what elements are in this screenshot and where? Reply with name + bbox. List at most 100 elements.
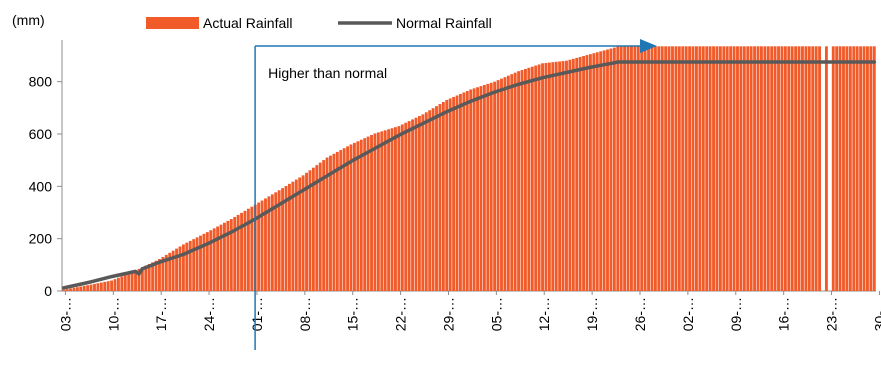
- actual-rainfall-bar: [527, 67, 531, 291]
- actual-rainfall-bar: [465, 90, 469, 291]
- actual-rainfall-bar: [869, 46, 873, 292]
- actual-rainfall-bar: [291, 181, 295, 291]
- actual-rainfall-bar: [845, 46, 849, 292]
- actual-rainfall-bar: [154, 260, 158, 291]
- actual-rainfall-bar: [582, 56, 586, 291]
- actual-rainfall-bar: [831, 46, 835, 292]
- actual-rainfall-bar: [558, 61, 562, 292]
- actual-rainfall-bar: [756, 46, 760, 292]
- x-tick-label: 16-…: [776, 297, 792, 331]
- legend: Actual Rainfall Normal Rainfall: [146, 15, 492, 31]
- actual-rainfall-bar: [267, 196, 271, 291]
- actual-rainfall-bar: [459, 93, 462, 291]
- actual-rainfall-bar: [575, 57, 579, 292]
- actual-rainfall-bar: [99, 282, 103, 291]
- x-tick-label: 10-…: [105, 297, 121, 331]
- actual-rainfall-bar: [452, 96, 456, 291]
- actual-rainfall-bar: [404, 122, 408, 291]
- actual-rainfall-bar: [431, 108, 435, 292]
- actual-rainfall-bar: [72, 287, 76, 291]
- actual-rainfall-bar: [633, 46, 637, 292]
- legend-swatch-actual-rainfall: [146, 17, 199, 29]
- actual-rainfall-bar: [780, 46, 784, 292]
- actual-rainfall-bar: [144, 265, 148, 291]
- actual-rainfall-bar: [305, 172, 308, 291]
- actual-rainfall-bar: [842, 46, 845, 292]
- actual-rainfall-bar: [783, 46, 787, 292]
- actual-rainfall-bar: [640, 46, 644, 292]
- actual-rainfall-bar: [568, 59, 572, 291]
- actual-rainfall-bar: [565, 60, 568, 292]
- x-tick-label: 02-…: [680, 297, 696, 331]
- actual-rainfall-bar: [469, 89, 473, 292]
- actual-rainfall-bar: [794, 46, 798, 292]
- actual-rainfall-bar: [134, 270, 137, 291]
- actual-rainfall-bar: [520, 70, 524, 291]
- actual-rainfall-bar: [486, 83, 490, 291]
- actual-rainfall-bar: [240, 212, 243, 291]
- actual-rainfall-bar: [219, 224, 223, 291]
- annotation-text: Higher than normal: [268, 65, 387, 81]
- actual-rainfall-bar: [75, 287, 79, 291]
- actual-rainfall-bar: [541, 63, 544, 291]
- actual-rainfall-bar: [753, 46, 757, 292]
- actual-rainfall-bar: [759, 46, 763, 292]
- actual-rainfall-bar: [89, 284, 93, 291]
- actual-rainfall-bar: [257, 202, 261, 291]
- actual-rainfall-bar: [370, 135, 373, 291]
- actual-rainfall-bar: [664, 46, 668, 292]
- actual-rainfall-bar: [657, 46, 661, 292]
- actual-rainfall-bar: [530, 66, 534, 292]
- normal-rainfall-line-group: [61, 60, 877, 290]
- actual-rainfall-bar: [824, 46, 828, 292]
- actual-rainfall-bar: [373, 133, 377, 291]
- actual-rainfall-bar: [352, 142, 356, 291]
- actual-rainfall-bar: [705, 46, 709, 292]
- actual-rainfall-bar: [797, 46, 801, 292]
- actual-rainfall-bar: [366, 136, 370, 291]
- actual-rainfall-bar: [636, 46, 640, 292]
- actual-rainfall-bar: [612, 47, 616, 292]
- actual-rainfall-bar: [653, 46, 657, 292]
- actual-rainfall-bar: [616, 46, 620, 292]
- actual-rainfall-bar: [643, 46, 647, 292]
- actual-rainfall-bar: [681, 46, 685, 292]
- actual-rainfall-bar: [246, 208, 250, 291]
- actual-rainfall-bar: [585, 55, 589, 292]
- y-tick-label: 400: [29, 178, 53, 194]
- actual-rainfall-bar: [742, 46, 746, 292]
- actual-rainfall-bar: [79, 286, 83, 291]
- actual-rainfall-bar: [322, 160, 326, 291]
- actual-rainfall-bar: [390, 128, 394, 291]
- actual-rainfall-bar: [103, 281, 107, 291]
- actual-rainfall-bar: [811, 46, 815, 292]
- actual-rainfall-bar: [807, 46, 811, 292]
- actual-rainfall-bar: [725, 46, 729, 292]
- actual-rainfall-bar: [609, 48, 613, 291]
- x-tick-label: 12-…: [536, 297, 552, 331]
- actual-rainfall-bar: [120, 276, 124, 291]
- actual-rainfall-bar: [626, 46, 630, 292]
- actual-rainfall-bar: [414, 117, 418, 291]
- actual-rainfall-bar: [277, 190, 281, 291]
- actual-rainfall-bar: [315, 165, 319, 291]
- actual-rainfall-bar: [736, 46, 739, 292]
- actual-rainfall-bar: [363, 138, 367, 291]
- actual-rainfall-bar: [746, 46, 750, 292]
- actual-rainfall-bar: [482, 85, 486, 291]
- actual-rainfall-bar: [770, 46, 774, 292]
- actual-rainfall-bar: [383, 130, 387, 291]
- actual-rainfall-bar: [394, 127, 397, 291]
- actual-rainfall-bar: [749, 46, 753, 292]
- actual-rainfall-bar: [209, 230, 213, 291]
- actual-rainfall-bar: [168, 252, 172, 291]
- actual-rainfall-bar: [506, 75, 510, 291]
- actual-rainfall-bar: [62, 289, 66, 291]
- actual-rainfall-bar: [400, 124, 404, 291]
- actual-rainfall-bar: [852, 46, 856, 292]
- actual-rainfall-bar: [729, 46, 733, 292]
- actual-rainfall-bar: [175, 248, 179, 291]
- y-unit-label: (mm): [12, 12, 45, 28]
- y-tick-label: 600: [29, 126, 53, 142]
- actual-rainfall-bar: [318, 162, 322, 291]
